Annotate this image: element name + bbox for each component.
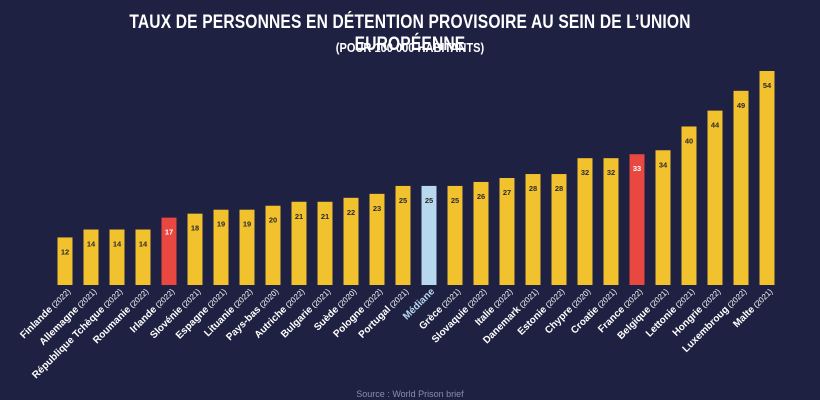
bar-allemagne [83,229,99,285]
value-label-portugal: 25 [399,196,407,205]
value-label-grece: 25 [451,196,459,205]
bar-finlande [57,237,73,285]
chart-subtitle: (POUR 100 000 HABITANTS) [335,40,485,55]
value-label-lituanie: 19 [243,220,251,229]
value-label-italie: 27 [503,188,511,197]
value-label-espagne: 19 [217,220,225,229]
bar-republique-tcheque [109,229,125,285]
bar-pologne [369,193,385,285]
value-label-estonie: 28 [555,184,563,193]
value-label-irlande: 17 [165,228,173,237]
value-label-suede: 22 [347,208,355,217]
bar-autriche [291,201,307,285]
value-label-mediane: 25 [425,196,433,205]
bar-roumanie [135,229,151,285]
bar-mediane [421,185,437,285]
bar-irlande [161,217,177,285]
value-label-malte: 54 [763,81,772,90]
value-label-allemagne: 14 [87,240,96,249]
chart-source: Source : World Prison brief [356,389,464,399]
value-label-slovaquie: 26 [477,192,485,201]
value-label-republique-tcheque: 14 [113,240,122,249]
value-label-lettonie: 40 [685,136,693,145]
bar-pays-bas [265,205,281,285]
bar-slovenie [187,213,203,285]
value-label-roumanie: 14 [139,240,148,249]
bar-hongrie [707,110,723,285]
bar-lituanie [239,209,255,285]
bar-italie [499,178,515,285]
value-label-bulgarie: 21 [321,212,329,221]
bar-croatie [603,158,619,285]
bar-estonie [551,174,567,285]
value-label-croatie: 32 [607,168,615,177]
bar-slovaquie [473,181,489,285]
bar-suede [343,197,359,285]
value-label-hongrie: 44 [711,121,720,130]
value-label-slovenie: 18 [191,224,199,233]
bar-luxembroug [733,90,749,285]
value-label-luxembroug: 49 [737,101,745,110]
value-label-pays-bas: 20 [269,216,277,225]
value-label-finlande: 12 [61,247,69,256]
bar-lettonie [681,126,697,286]
bar-chypre [577,158,593,285]
bar-malte [759,71,775,285]
bar-bulgarie [317,201,333,285]
value-label-pologne: 23 [373,204,381,213]
chart-title: TAUX DE PERSONNES EN DÉTENTION PROVISOIR… [129,12,691,55]
value-label-autriche: 21 [295,212,303,221]
value-label-danemark: 28 [529,184,537,193]
bar-france [629,154,645,285]
bar-portugal [395,185,411,285]
bar-espagne [213,209,229,285]
value-label-france: 33 [633,164,641,173]
bar-grece [447,185,463,285]
bar-danemark [525,174,541,285]
bar-belgique [655,150,671,285]
value-label-belgique: 34 [659,160,668,169]
value-label-chypre: 32 [581,168,589,177]
